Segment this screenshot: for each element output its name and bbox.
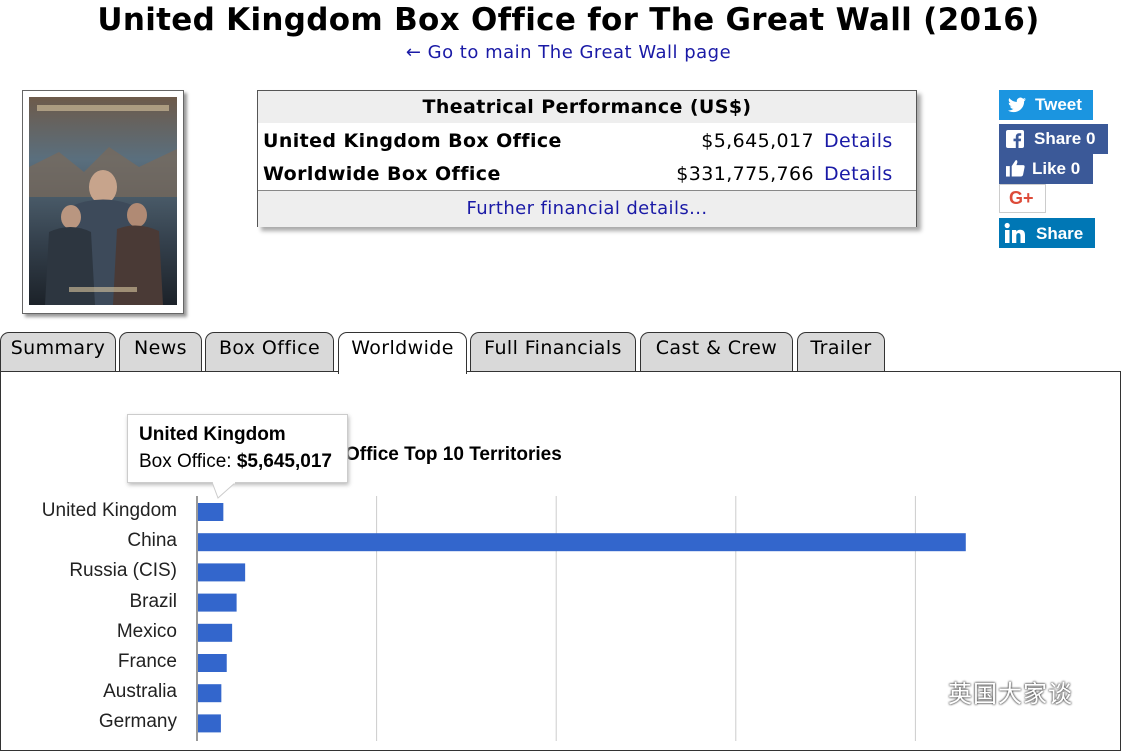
category-label: Germany: [98, 711, 177, 733]
poster-image: [29, 97, 177, 305]
tab-news[interactable]: News: [119, 332, 202, 372]
category-label: France: [117, 651, 177, 672]
tweet-button[interactable]: Tweet: [999, 90, 1093, 120]
movie-poster[interactable]: [22, 90, 184, 314]
tab-worldwide[interactable]: Worldwide: [338, 332, 467, 374]
linkedin-label: Share: [1036, 224, 1084, 243]
details-link[interactable]: Details: [824, 130, 893, 152]
main-page-link[interactable]: ← Go to main The Great Wall page: [405, 42, 732, 63]
table-row-uk: United Kingdom Box Office $5,645,017 Det…: [258, 125, 916, 158]
google-plus-icon: G+: [1009, 188, 1034, 208]
row-value: $331,775,766: [676, 163, 814, 185]
tooltip-title: United Kingdom: [139, 424, 286, 445]
tab-cast-crew[interactable]: Cast & Crew: [640, 332, 793, 372]
chart-title: Office Top 10 Territories: [345, 444, 562, 465]
row-value: $5,645,017: [701, 130, 814, 152]
tab-box-office[interactable]: Box Office: [205, 332, 334, 372]
wechat-icon: [909, 683, 946, 707]
fb-like-label: Like 0: [1032, 159, 1081, 178]
watermark-label: 英国大家谈: [948, 680, 1073, 708]
category-label: Australia: [103, 681, 177, 703]
category-label: Russia (CIS): [69, 560, 177, 582]
tweet-label: Tweet: [1035, 95, 1082, 114]
tooltip-line: Box Office: $5,645,017: [139, 451, 332, 473]
category-label: Mexico: [116, 620, 177, 642]
twitter-bird-icon: [1008, 97, 1026, 113]
row-label: United Kingdom Box Office: [263, 130, 562, 152]
linkedin-icon: [1004, 222, 1025, 243]
facebook-share-button[interactable]: Share 0: [999, 124, 1108, 154]
tooltip-pointer: [212, 482, 237, 499]
further-financial-details-link[interactable]: Further financial details...: [258, 190, 916, 227]
row-label: Worldwide Box Office: [263, 163, 501, 185]
table-header: Theatrical Performance (US$): [258, 91, 916, 123]
tooltip-label: Box Office:: [139, 451, 237, 472]
details-link[interactable]: Details: [824, 163, 893, 185]
facebook-icon: [1006, 130, 1024, 148]
tooltip-value: $5,645,017: [236, 451, 332, 472]
category-label: Brazil: [129, 590, 177, 612]
tab-trailer[interactable]: Trailer: [797, 332, 885, 372]
page-title: United Kingdom Box Office for The Great …: [97, 2, 1040, 38]
facebook-like-button[interactable]: Like 0: [999, 154, 1093, 184]
chart-tooltip: United Kingdom Box Office: $5,645,017: [127, 414, 348, 483]
table-row-worldwide: Worldwide Box Office $331,775,766 Detail…: [258, 158, 916, 191]
tab-full-financials[interactable]: Full Financials: [470, 332, 636, 372]
fb-share-label: Share 0: [1034, 129, 1096, 148]
theatrical-performance-table: Theatrical Performance (US$) United King…: [257, 90, 917, 227]
thumbs-up-icon: [1006, 160, 1025, 177]
tab-summary[interactable]: Summary: [0, 332, 116, 372]
linkedin-share-button[interactable]: Share: [999, 218, 1095, 248]
watermark-text: 英国大家谈: [908, 674, 1073, 709]
google-plus-button[interactable]: G+: [999, 184, 1046, 213]
category-label: China: [127, 530, 177, 552]
category-label: United Kingdom: [41, 500, 177, 521]
